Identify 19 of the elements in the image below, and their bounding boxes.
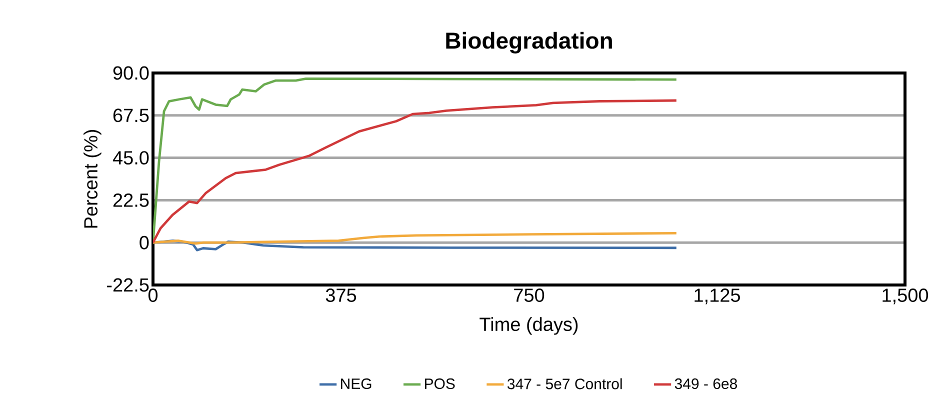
legend-label: POS — [424, 378, 455, 390]
y-tick-label: 45.0 — [112, 151, 149, 165]
x-axis-title: Time (days) — [480, 317, 578, 335]
y-tick-label: 0 — [140, 236, 149, 250]
x-tick-label: 0 — [148, 288, 158, 302]
line-series — [153, 232, 678, 245]
x-tick-label: 750 — [514, 288, 544, 302]
legend-label: 349 - 6e8 — [674, 378, 738, 390]
legend-label: 347 - 5e7 Control — [507, 378, 622, 390]
x-tick-label: 1,500 — [882, 288, 928, 304]
y-tick-label: 90.0 — [113, 66, 149, 80]
chart-title: Biodegradation — [446, 32, 612, 54]
x-tick-label: 1,125 — [694, 288, 740, 304]
legend-label: NEG — [341, 378, 372, 390]
y-tick-label: -22.5 — [107, 278, 149, 292]
x-tick-label: 375 — [326, 288, 356, 302]
y-axis-title: Percent (%) — [84, 130, 102, 228]
y-tick-label: 67.5 — [113, 108, 149, 122]
y-tick-label: 22.5 — [113, 193, 149, 207]
